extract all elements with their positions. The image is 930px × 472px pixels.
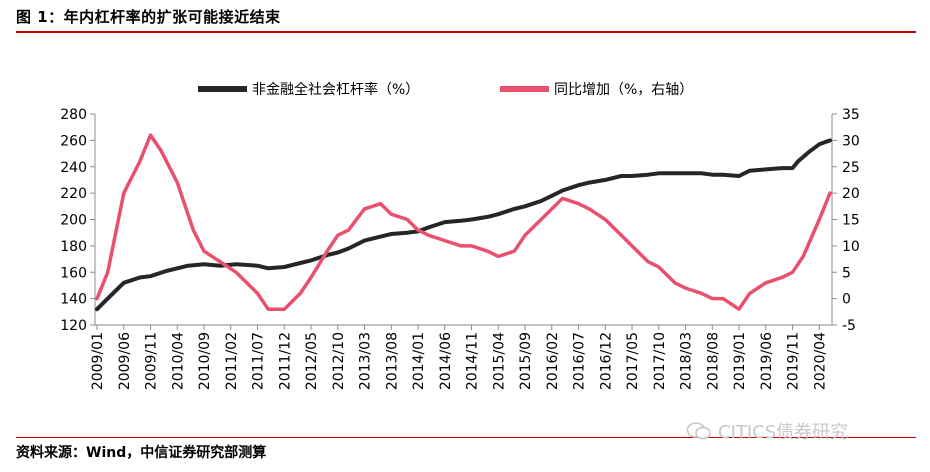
y-right-tick-label: 20 [842, 186, 860, 202]
x-tick-label: 2016/07 [572, 332, 588, 390]
y-left-tick-label: 280 [60, 107, 87, 123]
source-rule [16, 437, 916, 438]
x-tick-label: 2011/12 [277, 332, 293, 390]
y-left-tick-label: 200 [60, 213, 87, 229]
x-tick-label: 2017/05 [625, 332, 641, 390]
source-note: 资料来源：Wind，中信证券研究部测算 [16, 445, 267, 461]
legend-label-leverage: 非金融全社会杠杆率（%） [252, 81, 419, 98]
axes: 120 140 160 180 200 220 240 260 280 -5 0 5 10 15 20 25 3… [60, 107, 860, 390]
x-tick-label: 2012/05 [304, 332, 320, 390]
x-tick-label: 2014/01 [411, 332, 427, 390]
x-tick-label: 2011/07 [251, 332, 267, 390]
x-tick-label: 2018/08 [705, 332, 721, 390]
title-rule [16, 31, 916, 33]
x-tick-label: 2015/09 [518, 332, 534, 390]
x-tick-label: 2012/10 [331, 332, 347, 390]
y-right-tick-label: 0 [842, 292, 851, 308]
chart-title: 图 1：年内杠杆率的扩张可能接近结束 [16, 8, 281, 26]
x-tick-label: 2019/01 [732, 332, 748, 390]
x-tick-label: 2009/11 [144, 332, 160, 390]
x-tick-label: 2015/04 [491, 332, 507, 390]
y-left-tick-label: 260 [60, 133, 87, 149]
series-layer [95, 133, 832, 312]
y-right-tick-label: 25 [842, 160, 860, 176]
y-right-tick-label: -5 [842, 318, 856, 334]
y-left-tick-label: 140 [60, 292, 87, 308]
x-tick-label: 2017/10 [652, 332, 668, 390]
x-tick-label: 2019/06 [759, 332, 775, 390]
wechat-logo-icon [686, 422, 711, 440]
y-left-tick-label: 160 [60, 265, 87, 281]
x-tick-label: 2016/02 [545, 332, 561, 390]
x-tick-label: 2019/11 [786, 332, 802, 390]
legend-label-yoy: 同比增加（%，右轴） [554, 82, 693, 98]
y-left-tick-label: 220 [60, 186, 87, 202]
line-chart: 非金融全社会杠杆率（%） 同比增加（%，右轴） 1201401601802002… [60, 81, 860, 390]
x-tick-label: 2020/04 [812, 332, 828, 390]
y-right-tick-label: 15 [842, 213, 860, 229]
x-tick-label: 2010/04 [170, 332, 186, 390]
y-right-tick-label: 5 [842, 265, 851, 281]
x-tick-label: 2009/01 [90, 332, 106, 390]
x-tick-label: 2018/03 [679, 332, 695, 390]
x-tick-label: 2016/12 [598, 332, 614, 390]
watermark-text: CITICS债券研究 [718, 422, 849, 443]
x-tick-label: 2010/09 [197, 332, 213, 390]
x-tick-label: 2014/11 [465, 332, 481, 390]
series-leverage-line [95, 138, 832, 312]
y-left-tick-label: 240 [60, 160, 87, 176]
watermark: CITICS债券研究 [686, 418, 848, 444]
y-right-tick-label: 30 [842, 133, 860, 149]
x-tick-label: 2011/02 [224, 332, 240, 390]
y-left-tick-label: 180 [60, 239, 87, 255]
x-tick-label: 2009/06 [117, 332, 133, 390]
y-right-tick-label: 35 [842, 107, 860, 123]
y-right-tick-label: 10 [842, 239, 860, 255]
x-tick-label: 2013/08 [384, 332, 400, 390]
legend: 非金融全社会杠杆率（%） 同比增加（%，右轴） [198, 81, 693, 98]
x-tick-label: 2014/06 [438, 332, 454, 390]
series-yoy-line [95, 133, 832, 311]
y-left-tick-label: 120 [60, 318, 87, 334]
x-tick-label: 2013/03 [358, 332, 374, 390]
